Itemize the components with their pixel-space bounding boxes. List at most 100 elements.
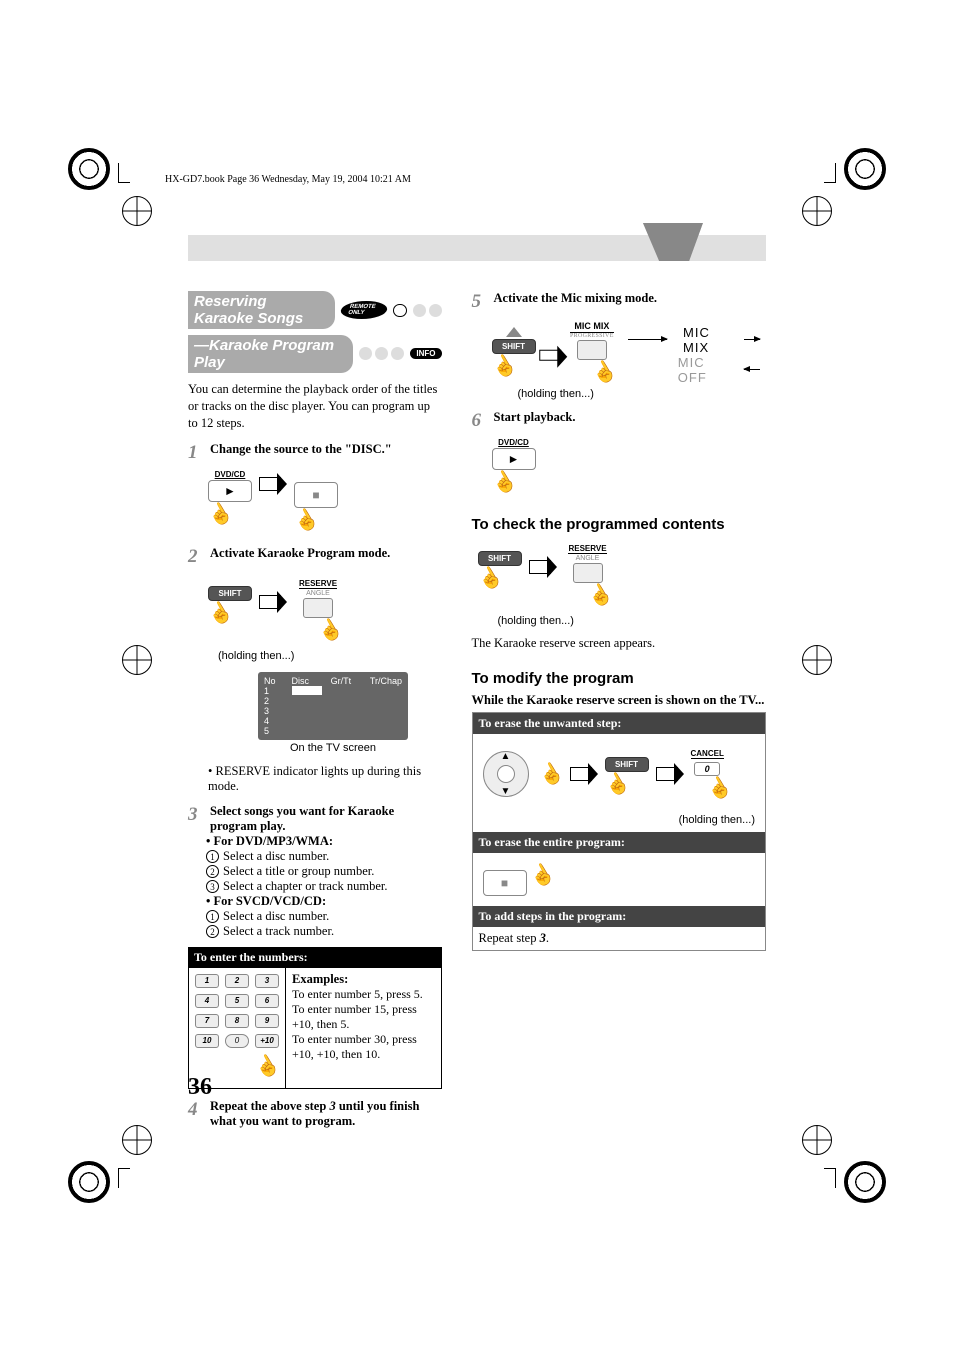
- arrow-icon: [570, 763, 598, 785]
- hand-icon: [539, 762, 563, 786]
- d1: Select a disc number.: [223, 849, 329, 863]
- progressive-label: PROGRESSIVE: [570, 333, 614, 339]
- erase-entire-header: To erase the entire program:: [473, 832, 766, 853]
- number-pad: 1 2 3 4 5 6 7 8 9 10 0 +10: [189, 968, 286, 1088]
- step-1-text: Change the source to the "DISC.": [210, 442, 442, 464]
- hand-icon: [695, 776, 719, 800]
- left-column: Reserving Karaoke Songs REMOTE ONLY —Kar…: [188, 291, 442, 1121]
- enter-numbers-header: To enter the numbers:: [188, 947, 442, 968]
- arrow-right: [744, 339, 760, 340]
- num-p10: +10: [255, 1034, 279, 1048]
- tv-r4: 4: [264, 716, 269, 726]
- ex1: To enter number 5, press 5.: [292, 987, 423, 1001]
- step-5-text: Activate the Mic mixing mode.: [494, 291, 767, 313]
- d2: Select a title or group number.: [223, 864, 374, 878]
- s2: Select a track number.: [223, 924, 334, 938]
- reserve-note: • RESERVE indicator lights up during thi…: [208, 764, 442, 794]
- dot-icons-2: [359, 347, 404, 360]
- modify-heading: To modify the program: [472, 670, 767, 687]
- hand-icon: [208, 502, 232, 526]
- triangle-icon: [506, 327, 522, 337]
- stop-button: ■: [483, 870, 527, 896]
- hand-icon: [208, 601, 232, 625]
- repeat-step-a: Repeat step: [479, 931, 540, 945]
- remote-only-badge: REMOTE ONLY: [339, 301, 390, 319]
- mic-mix-status: MIC MIX: [683, 325, 728, 355]
- reg-mark-tl: [122, 196, 152, 226]
- reg-mark-bl: [122, 1125, 152, 1155]
- reserve-label: RESERVE: [568, 544, 606, 554]
- page-header: HX-GD7.book Page 36 Wednesday, May 19, 2…: [165, 174, 411, 185]
- crop-mark: [824, 163, 836, 183]
- for-svcd: • For SVCD/VCD/CD:: [206, 894, 326, 908]
- hand-icon: [306, 618, 330, 642]
- s1: Select a disc number.: [223, 909, 329, 923]
- holding-text: (holding then...): [498, 615, 767, 627]
- d3: Select a chapter or track number.: [223, 879, 388, 893]
- play-button: ►: [208, 480, 252, 502]
- shift-button: SHIFT: [208, 586, 252, 601]
- arrow-left: [744, 369, 760, 370]
- right-column: 5 Activate the Mic mixing mode. SHIFT MI…: [472, 291, 767, 1121]
- reserve-appears: The Karaoke reserve screen appears.: [472, 635, 767, 652]
- angle-label: ANGLE: [294, 590, 342, 597]
- step-1-num: 1: [188, 442, 206, 464]
- tv-screen: No Disc Gr/Tt Tr/Chap 1 2 3 4 5: [258, 672, 408, 740]
- hand-icon: [530, 863, 554, 887]
- hand-icon: [492, 470, 516, 494]
- section-title-1: Reserving Karaoke Songs: [188, 291, 335, 329]
- reserve-button: [303, 598, 333, 618]
- for-dvd: • For DVD/MP3/WMA:: [206, 834, 333, 848]
- step-3-text: Select songs you want for Karaoke progra…: [210, 804, 442, 834]
- num-6: 6: [255, 994, 279, 1008]
- num-5: 5: [225, 994, 249, 1008]
- cancel-label: CANCEL: [691, 749, 724, 759]
- num-1: 1: [195, 974, 219, 988]
- step-5-num: 5: [472, 291, 490, 313]
- hand-icon: [576, 583, 600, 607]
- erase-step-header: To erase the unwanted step:: [473, 713, 766, 734]
- holding-text: (holding then...): [218, 650, 442, 662]
- tv-r1: 1: [264, 686, 282, 696]
- arrow-icon: [529, 556, 557, 578]
- repeat-step-b: .: [546, 931, 549, 945]
- intro-text: You can determine the playback order of …: [188, 381, 442, 432]
- tv-r2: 2: [264, 696, 269, 706]
- check-heading: To check the programmed contents: [472, 516, 767, 533]
- crop-mark: [118, 163, 130, 183]
- step-2-num: 2: [188, 546, 206, 568]
- arrow-icon: [259, 591, 287, 613]
- hand-icon: [580, 360, 604, 384]
- num-10: 10: [195, 1034, 219, 1048]
- num-0: 0: [225, 1034, 249, 1048]
- tv-col-no: No: [264, 676, 282, 686]
- reserve-label: RESERVE: [299, 579, 337, 589]
- dpad: ▲ ▼: [483, 751, 529, 797]
- holding-text: (holding then...): [518, 388, 767, 400]
- reg-mark-ml: [122, 645, 152, 675]
- tv-col-gr: Gr/Tt: [331, 676, 360, 686]
- step-4-text: Repeat the above step 3 until you finish…: [210, 1099, 442, 1129]
- arrow-icon: [656, 763, 684, 785]
- mic-off-status: MIC OFF: [678, 355, 728, 385]
- hand-icon: [255, 1054, 279, 1078]
- tv-highlight: [292, 686, 322, 695]
- step-6-num: 6: [472, 410, 490, 432]
- step-6-text: Start playback.: [494, 410, 767, 432]
- tv-col-disc: Disc: [292, 676, 321, 686]
- num-2: 2: [225, 974, 249, 988]
- section-title-2: —Karaoke Program Play: [188, 335, 353, 373]
- num-7: 7: [195, 1014, 219, 1028]
- reserve-button: [573, 563, 603, 583]
- dot-icons: [413, 304, 442, 317]
- tv-r5: 5: [264, 726, 269, 736]
- micmix-button: [577, 340, 607, 360]
- reg-mark-mr: [802, 645, 832, 675]
- modify-sub: While the Karaoke reserve screen is show…: [472, 693, 767, 708]
- crop-mark: [118, 1168, 130, 1188]
- sound-icon: [393, 304, 406, 317]
- num-3: 3: [255, 974, 279, 988]
- hand-icon: [478, 566, 502, 590]
- add-steps-header: To add steps in the program:: [473, 906, 766, 927]
- page-number: 36: [188, 1074, 212, 1101]
